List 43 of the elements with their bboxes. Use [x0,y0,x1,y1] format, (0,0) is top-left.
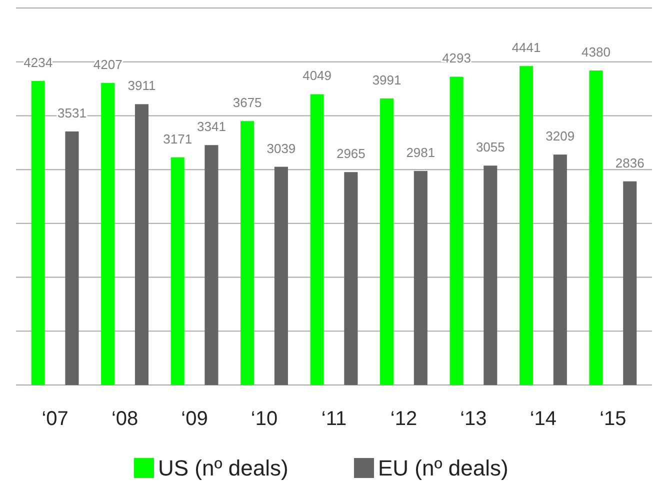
data-label: 3209 [546,128,575,144]
bar [134,104,148,385]
data-label: 3675 [232,95,262,110]
bar [204,145,218,385]
data-label: 3055 [476,140,505,155]
x-tick-label: ‘14 [530,408,557,430]
bar [380,98,394,385]
data-label: 3039 [266,140,296,156]
bar [520,66,534,385]
x-tick-label: ‘08 [111,408,138,430]
bar [589,70,603,385]
data-label: 2981 [406,144,436,160]
x-tick-label: ‘09 [181,408,208,430]
bar [623,181,637,385]
bar [31,80,45,385]
bar [240,121,254,385]
data-label: 2836 [615,155,644,170]
bar [310,94,324,385]
data-label: 3991 [372,72,402,88]
bar [101,82,115,385]
data-label: 3171 [163,131,192,146]
x-tick-label: ‘11 [321,408,347,430]
bar [450,76,464,385]
data-label: 4380 [582,44,610,60]
data-label: 3911 [128,78,156,94]
bar [274,166,288,385]
x-tick-label: ‘10 [250,408,278,430]
x-tick-label: ‘15 [600,408,626,430]
legend-label: US (nº deals) [158,456,288,481]
data-label: 4441 [512,40,541,56]
x-tick-label: ‘12 [390,408,418,430]
bar [344,172,358,385]
data-label: 3341 [197,119,226,134]
x-tick-label: ‘13 [460,408,487,430]
data-label: 2965 [336,146,366,162]
bar [553,154,567,385]
bar [484,166,498,385]
legend-label: EU (nº deals) [378,456,508,481]
bar [65,131,79,385]
bar [414,170,428,385]
data-label: 4049 [302,68,332,84]
x-tick-label: ‘07 [42,408,68,430]
bar [170,157,184,385]
